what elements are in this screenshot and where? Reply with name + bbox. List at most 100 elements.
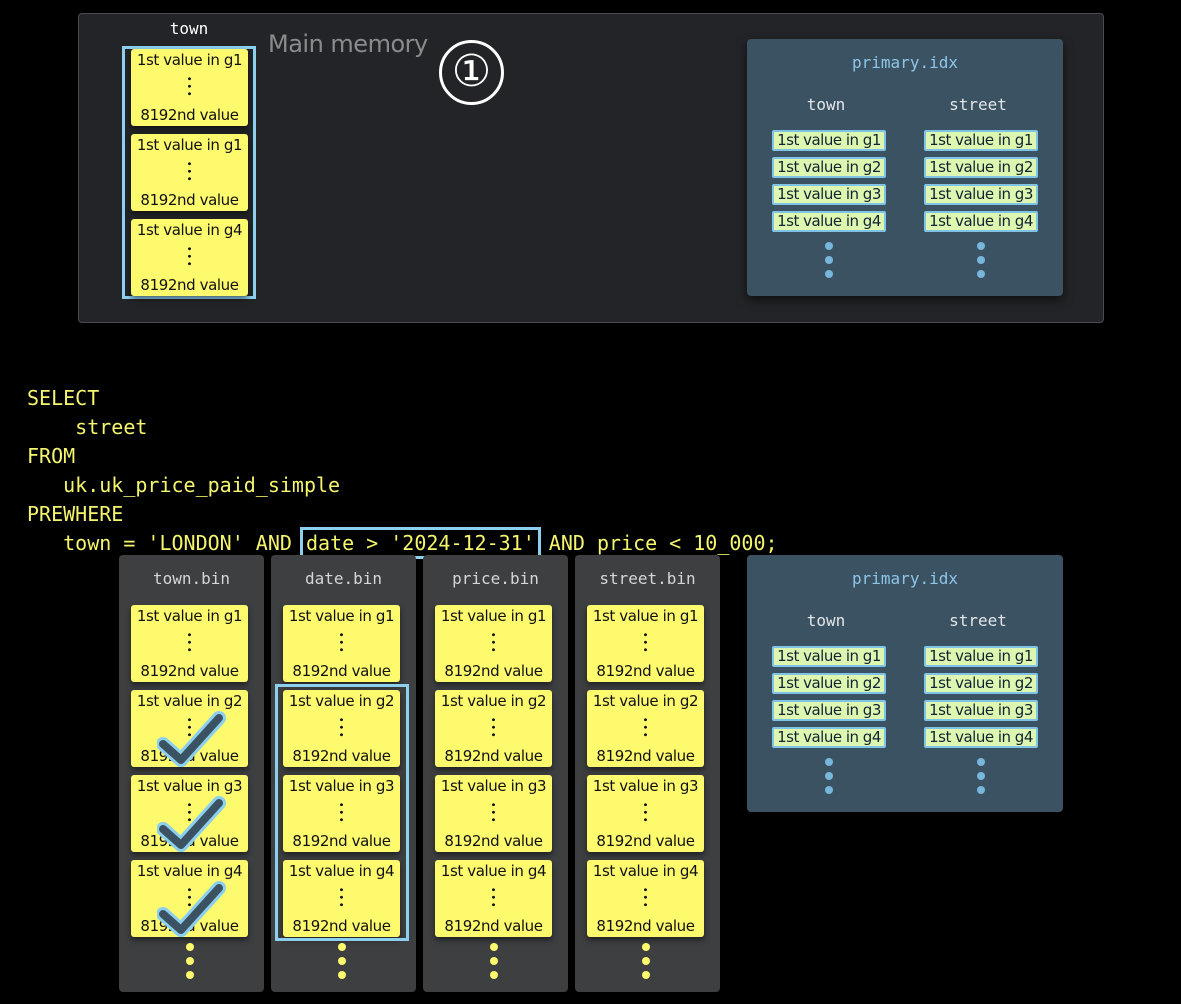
granule-first-value: 1st value in g4 (136, 221, 243, 239)
granule-first-value: 1st value in g1 (136, 607, 243, 625)
vertical-ellipsis (492, 886, 495, 908)
index-mark: 1st value in g2 (772, 673, 886, 694)
granule-card: 1st value in g1 8192nd value (131, 134, 248, 211)
granule-first-value: 1st value in g2 (440, 692, 547, 710)
granule-last-value: 8192nd value (444, 917, 543, 935)
main-memory-label: Main memory (268, 30, 428, 58)
index-mark: 1st value in g4 (772, 727, 886, 748)
granule-first-value: 1st value in g2 (288, 692, 395, 710)
ellipsis-dot (642, 971, 650, 979)
index-column-header: town (806, 611, 846, 630)
granule-first-value: 1st value in g4 (440, 862, 547, 880)
ellipsis-dot (825, 772, 833, 780)
sql-highlighted-condition: date > '2024-12-31' (299, 527, 541, 559)
ellipsis-dot (186, 943, 194, 951)
index-mark: 1st value in g4 (924, 211, 1038, 232)
vertical-ellipsis (492, 716, 495, 738)
index-column-header: street (949, 95, 1007, 114)
bin-file-name: street.bin (599, 569, 696, 588)
granule-first-value: 1st value in g2 (136, 692, 243, 710)
ellipsis-dot (338, 971, 346, 979)
sql-line: street (27, 415, 148, 439)
index-title: primary.idx (852, 53, 958, 72)
sql-query: SELECT street FROM uk.uk_price_paid_simpl… (27, 355, 778, 587)
vertical-ellipsis (340, 801, 343, 823)
ellipsis-dot (977, 242, 985, 250)
index-mark: 1st value in g2 (924, 157, 1038, 178)
granule-selection-box (275, 684, 409, 941)
sql-line: FROM (27, 444, 76, 468)
granule-first-value: 1st value in g3 (136, 777, 243, 795)
granule-card: 1st value in g3 8192nd value (587, 775, 704, 852)
granule-last-value: 8192nd value (140, 106, 239, 124)
granule-card: 1st value in g4 8192nd value (587, 860, 704, 937)
ellipsis-dot (825, 786, 833, 794)
granule-last-value: 8192nd value (140, 276, 239, 294)
primary-index-panel: primary.idx town 1st value in g1 1st value … (747, 555, 1063, 812)
ellipsis-dot (825, 270, 833, 278)
granule-card: 1st value in g2 8192nd value (587, 690, 704, 767)
bin-file-name: date.bin (304, 569, 383, 588)
granule-card: 1st value in g1 8192nd value (283, 605, 400, 682)
vertical-ellipsis (492, 801, 495, 823)
vertical-ellipsis (340, 631, 343, 653)
vertical-ellipsis (188, 75, 191, 97)
granule-first-value: 1st value in g1 (288, 607, 395, 625)
vertical-ellipsis (188, 631, 191, 653)
sql-line: uk.uk_price_paid_simple (27, 473, 341, 497)
vertical-ellipsis (188, 160, 191, 182)
granule-card: 1st value in g2 8192nd value (283, 690, 400, 767)
granule-first-value: 1st value in g4 (592, 862, 699, 880)
granule-first-value: 1st value in g4 (288, 862, 395, 880)
granule-first-value: 1st value in g1 (440, 607, 547, 625)
granule-card: 1st value in g1 8192nd value (131, 605, 248, 682)
granule-last-value: 8192nd value (596, 832, 695, 850)
granule-first-value: 1st value in g1 (136, 136, 243, 154)
index-mark: 1st value in g1 (924, 646, 1038, 667)
granule-last-value: 8192nd value (596, 662, 695, 680)
ellipsis-dot (825, 256, 833, 264)
index-mark: 1st value in g3 (772, 184, 886, 205)
index-mark: 1st value in g3 (924, 184, 1038, 205)
vertical-ellipsis (644, 716, 647, 738)
granule-card: 1st value in g4 8192nd value (131, 219, 248, 296)
vertical-ellipsis (644, 886, 647, 908)
ellipsis-dot (338, 957, 346, 965)
granule-last-value: 8192nd value (292, 747, 391, 765)
checkmark-icon (156, 880, 227, 940)
granule-first-value: 1st value in g1 (136, 51, 243, 69)
ellipsis-dot (825, 242, 833, 250)
granule-card: 1st value in g4 8192nd value (435, 860, 552, 937)
vertical-ellipsis (644, 801, 647, 823)
primary-index-panel: primary.idx town 1st value in g1 1st value … (747, 39, 1063, 296)
ellipsis-dot (825, 758, 833, 766)
ellipsis-dot (977, 772, 985, 780)
granule-first-value: 1st value in g2 (592, 692, 699, 710)
granule-card: 1st value in g1 8192nd value (435, 605, 552, 682)
ellipsis-dot (977, 758, 985, 766)
granule-last-value: 8192nd value (292, 832, 391, 850)
step-marker: ① (439, 40, 504, 105)
ellipsis-dot (186, 957, 194, 965)
bin-file-name: price.bin (452, 569, 539, 588)
vertical-ellipsis (340, 886, 343, 908)
checkmark-icon (156, 795, 227, 855)
index-mark: 1st value in g4 (772, 211, 886, 232)
sql-line: town = 'LONDON' AND date > '2024-12-31' … (27, 527, 778, 559)
vertical-ellipsis (188, 245, 191, 267)
vertical-ellipsis (188, 716, 191, 738)
index-mark: 1st value in g1 (772, 130, 886, 151)
ellipsis-dot (977, 786, 985, 794)
granule-last-value: 8192nd value (596, 917, 695, 935)
granule-first-value: 1st value in g3 (440, 777, 547, 795)
vertical-ellipsis (644, 631, 647, 653)
granule-first-value: 1st value in g3 (288, 777, 395, 795)
memory-highlight-box (122, 46, 256, 299)
index-mark: 1st value in g3 (772, 700, 886, 721)
sql-line: PREWHERE (27, 502, 124, 526)
vertical-ellipsis (188, 886, 191, 908)
granule-last-value: 8192nd value (292, 917, 391, 935)
ellipsis-dot (977, 270, 985, 278)
index-column-header: town (806, 95, 846, 114)
granule-card: 1st value in g1 8192nd value (587, 605, 704, 682)
